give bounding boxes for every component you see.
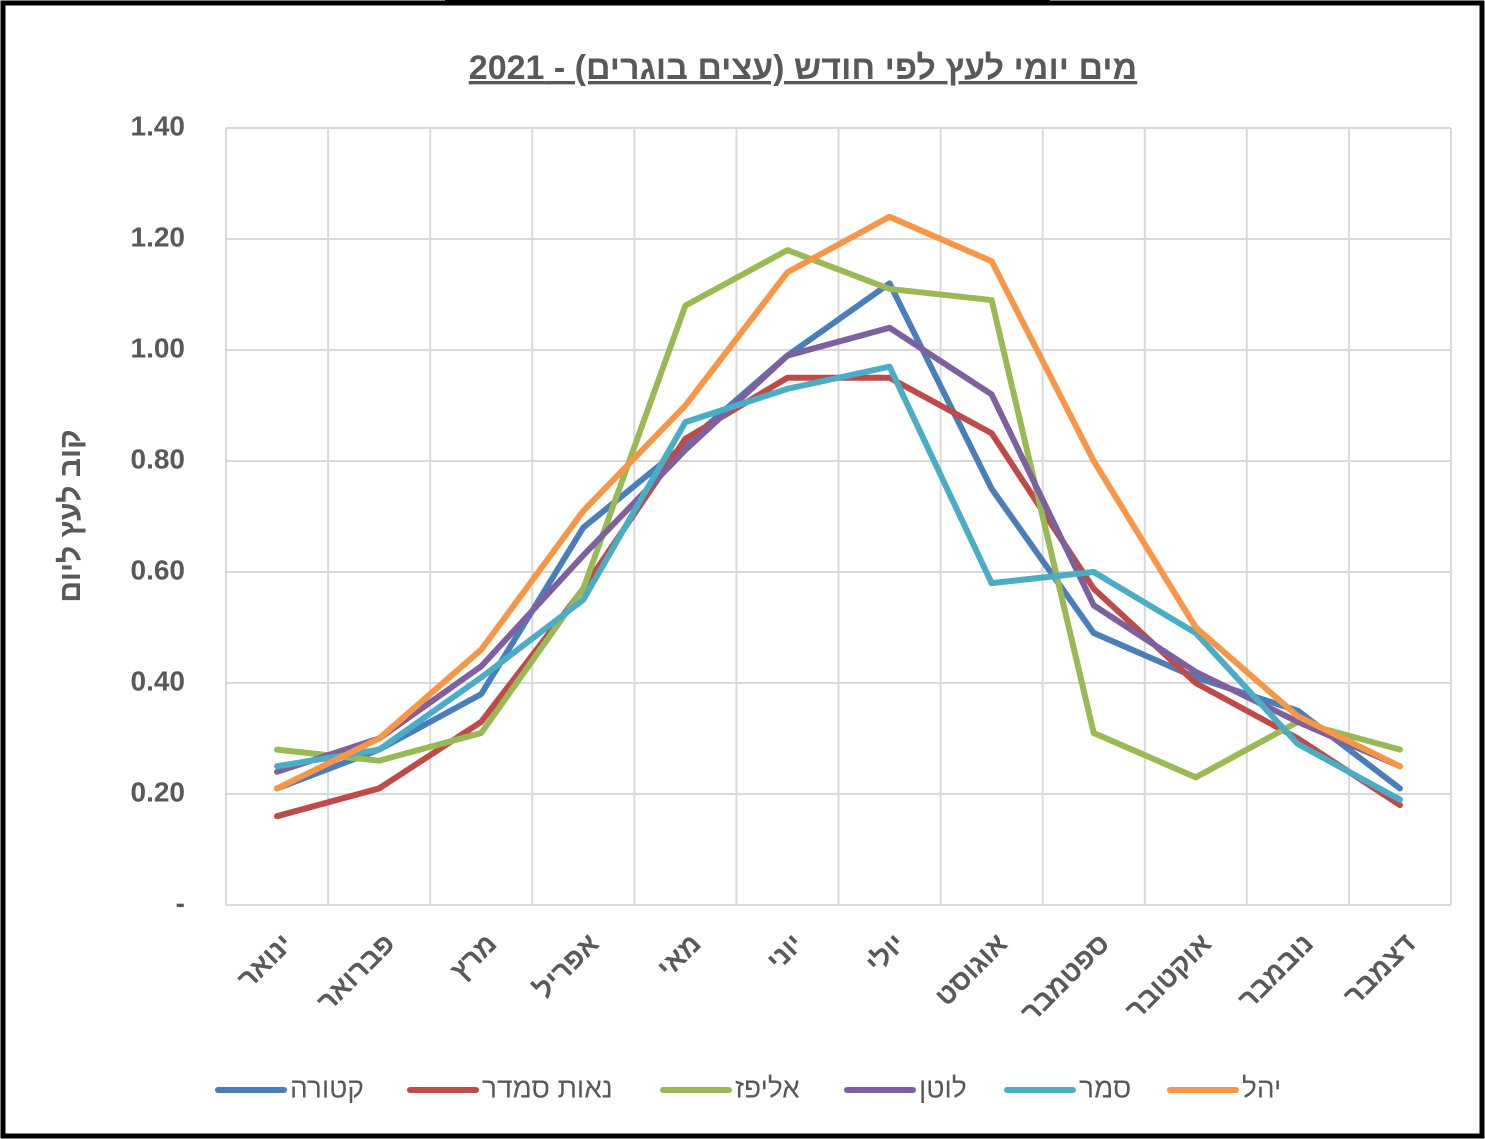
series-line	[274, 247, 1403, 781]
y-tick-label: 0.40	[131, 665, 186, 696]
legend-label: אליפז	[735, 1072, 800, 1103]
y-tick-label: 0.80	[131, 443, 186, 474]
y-tick-label: 0.20	[131, 776, 186, 807]
series-line	[274, 213, 1403, 792]
y-tick-label: 1.20	[131, 221, 186, 252]
legend-label: סמר	[1079, 1072, 1131, 1103]
legend-label: לוטן	[919, 1072, 967, 1103]
y-tick-label: 1.40	[131, 110, 186, 141]
legend-label: יהל	[1242, 1072, 1281, 1103]
y-tick-label: -	[176, 887, 185, 918]
legend-label: קטורה	[290, 1072, 364, 1103]
series-line	[274, 363, 1403, 803]
chart-title: מים יומי לעץ לפי חודש (עצים בוגרים) - 20…	[469, 49, 1137, 87]
legend-label: נאות סמדר	[482, 1072, 613, 1103]
series-line	[274, 324, 1403, 775]
y-axis-label: קוב לעץ ליום	[54, 429, 87, 602]
y-tick-label: 1.00	[131, 332, 186, 363]
y-tick-label: 0.60	[131, 554, 186, 585]
top-bar	[445, 0, 1050, 5]
